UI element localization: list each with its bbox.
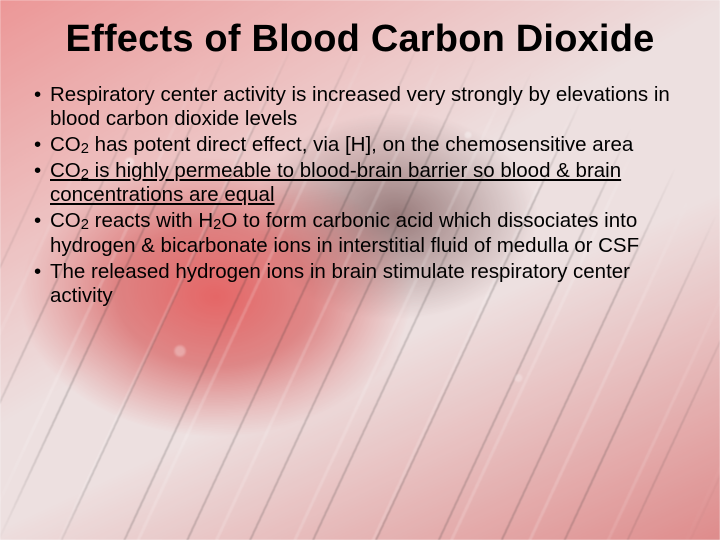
- bullet-list: Respiratory center activity is increased…: [28, 83, 692, 309]
- bullet-text: CO2 is highly permeable to blood-brain b…: [50, 159, 621, 206]
- bullet-item: CO2 has potent direct effect, via [H], o…: [34, 133, 692, 157]
- slide-title: Effects of Blood Carbon Dioxide: [28, 18, 692, 61]
- bullet-item: CO2 reacts with H2O to form carbonic aci…: [34, 209, 692, 257]
- slide-content: Effects of Blood Carbon Dioxide Respirat…: [0, 0, 720, 308]
- bullet-item: Respiratory center activity is increased…: [34, 83, 692, 131]
- bullet-item: The released hydrogen ions in brain stim…: [34, 260, 692, 308]
- bullet-item: CO2 is highly permeable to blood-brain b…: [34, 159, 692, 207]
